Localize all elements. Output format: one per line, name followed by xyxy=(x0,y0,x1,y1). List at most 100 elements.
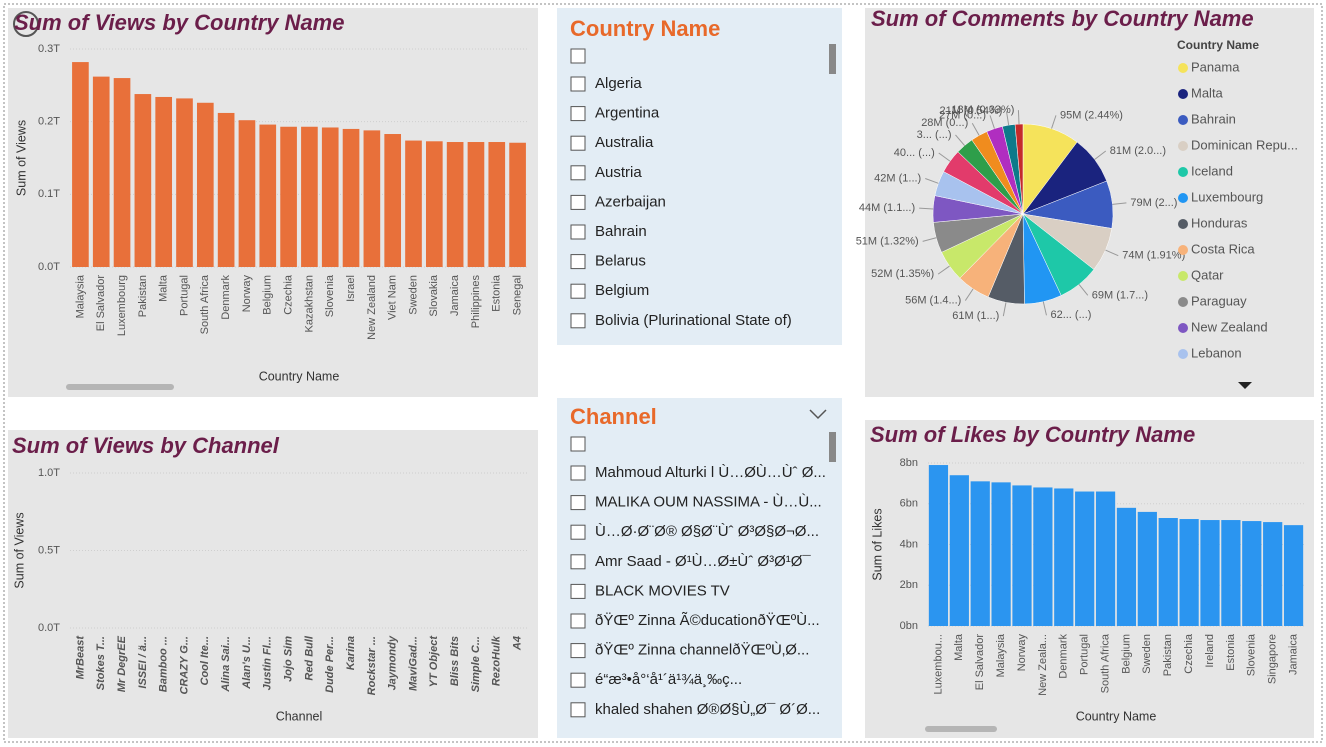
checkbox[interactable] xyxy=(570,436,586,452)
slicer-item[interactable]: Amr Saad - Ø¹Ù…Ø±Ùˆ Ø³Ø¹Ø¯ xyxy=(595,553,811,570)
slicer-item[interactable]: khaled shahen Ø®Ø§Ù„Ø¯ Ø´Ø... xyxy=(595,701,820,718)
legend-label[interactable]: Panama xyxy=(1191,59,1240,74)
slicer-item[interactable]: Argentina xyxy=(595,105,660,122)
x-tick-label: Luxembou... xyxy=(932,634,944,695)
x-tick-label: Estonia xyxy=(491,274,503,312)
legend-label[interactable]: Iceland xyxy=(1191,163,1233,178)
legend-label[interactable]: Malta xyxy=(1191,85,1224,100)
data-label: 81M (2.0...) xyxy=(1110,145,1166,157)
checkbox[interactable] xyxy=(570,194,586,210)
legend-label[interactable]: Dominican Repu... xyxy=(1191,137,1298,152)
checkbox[interactable] xyxy=(570,283,586,299)
slicer-item[interactable]: é“æ³•å°‘å¹´ä¹¾ä¸‰ç... xyxy=(595,671,742,688)
checkbox[interactable] xyxy=(570,224,586,240)
data-label: 52M (1.35%) xyxy=(871,268,934,280)
bar xyxy=(928,465,949,626)
legend-swatch xyxy=(1178,245,1188,255)
slicer-title: Country Name xyxy=(570,16,720,41)
slicer-item[interactable]: ðŸŒº Zinna channelðŸŒºÙ‚Ø... xyxy=(595,642,809,659)
x-tick-label: Slovenia xyxy=(1246,633,1258,676)
slicer-item[interactable]: Austria xyxy=(595,164,642,181)
checkbox[interactable] xyxy=(570,702,586,718)
checkbox[interactable] xyxy=(570,165,586,181)
legend-label[interactable]: Luxembourg xyxy=(1191,189,1263,204)
x-tick-label: Luxembourg xyxy=(116,275,128,336)
legend-label[interactable]: Honduras xyxy=(1191,215,1248,230)
x-tick-label: Portugal xyxy=(1079,634,1091,675)
checkbox[interactable] xyxy=(570,106,586,122)
x-tick-label: Belgium xyxy=(262,275,274,315)
focus-icon[interactable] xyxy=(13,11,39,37)
slicer-item[interactable]: Belarus xyxy=(595,253,646,270)
legend-more[interactable] xyxy=(1238,382,1252,389)
x-tick-label: New Zealand xyxy=(366,275,378,340)
slicer-item[interactable]: Mahmoud Alturki l Ù…ØÙ…Ùˆ Ø... xyxy=(595,464,826,481)
slicer-item[interactable]: ðŸŒº Zinna Ã©ducationðŸŒºÙ... xyxy=(595,612,820,629)
y-tick-label: 0.3T xyxy=(38,43,60,55)
slicer-item[interactable]: Australia xyxy=(595,134,654,151)
checkbox[interactable] xyxy=(570,613,586,629)
scrollbar[interactable] xyxy=(925,726,997,732)
slicer-item[interactable]: Algeria xyxy=(595,75,642,92)
y-tick-label: 0.1T xyxy=(38,188,60,200)
checkbox[interactable] xyxy=(570,48,586,64)
x-tick-label: Jamaica xyxy=(449,274,461,316)
y-tick-label: 8bn xyxy=(900,457,918,469)
data-label: 42M (1...) xyxy=(874,172,921,184)
legend-label[interactable]: New Zealand xyxy=(1191,319,1268,334)
x-tick-label: Slovakia xyxy=(428,274,440,316)
legend-label[interactable]: Bahrain xyxy=(1191,111,1236,126)
bar xyxy=(280,126,297,268)
slicer-item[interactable]: MALIKA OUM NASSIMA - Ù…Ù... xyxy=(595,494,822,511)
x-tick-label: Malta xyxy=(953,633,965,661)
x-tick-label: Dude Per... xyxy=(324,636,336,693)
x-tick-label: MaviGad... xyxy=(407,636,419,691)
checkbox[interactable] xyxy=(570,643,586,659)
checkbox[interactable] xyxy=(570,465,586,481)
checkbox[interactable] xyxy=(570,583,586,599)
checkbox[interactable] xyxy=(570,254,586,270)
legend-label[interactable]: Paraguay xyxy=(1191,293,1247,308)
scrollbar[interactable] xyxy=(66,384,174,390)
slicer-item[interactable]: Azerbaijan xyxy=(595,193,666,210)
checkbox[interactable] xyxy=(570,76,586,92)
scrollbar[interactable] xyxy=(829,44,836,74)
checkbox[interactable] xyxy=(570,672,586,688)
x-tick-label: Jamaica xyxy=(1287,633,1299,675)
data-label: 62... (...) xyxy=(1050,309,1091,321)
bar xyxy=(1158,518,1178,626)
x-tick-label: Cool Ite... xyxy=(199,636,211,686)
legend-label[interactable]: Lebanon xyxy=(1191,345,1242,360)
checkbox[interactable] xyxy=(570,135,586,151)
slicer-item[interactable]: Bolivia (Plurinational State of) xyxy=(595,312,792,329)
bar xyxy=(467,142,485,267)
y-tick-label: 2bn xyxy=(900,579,918,591)
slicer-item[interactable]: Bahrain xyxy=(595,223,647,240)
dropdown-chevron[interactable] xyxy=(809,409,827,420)
data-label: 69M (1.7...) xyxy=(1092,289,1148,301)
checkbox[interactable] xyxy=(570,495,586,511)
checkbox[interactable] xyxy=(570,524,586,540)
checkbox[interactable] xyxy=(570,554,586,570)
legend-swatch xyxy=(1178,193,1188,203)
x-tick-label: Belgium xyxy=(1120,634,1132,674)
slicer-item[interactable]: Belgium xyxy=(595,282,649,299)
chart-title: Sum of Views by Country Name xyxy=(14,10,344,35)
x-tick-label: Simple C... xyxy=(470,636,482,692)
x-tick-label: El Salvador xyxy=(95,275,107,332)
slicer-item[interactable]: Ù…Ø·Ø¨Ø® Ø§Ø¨Ùˆ Ø³Ø§Ø¬Ø... xyxy=(595,523,819,540)
bar xyxy=(488,142,506,267)
slicer-item[interactable]: BLACK MOVIES TV xyxy=(595,582,730,599)
scrollbar[interactable] xyxy=(829,432,836,462)
data-label: 56M (1.4...) xyxy=(905,294,961,306)
panel xyxy=(8,430,538,738)
x-tick-label: Denmark xyxy=(1058,634,1070,679)
legend-label[interactable]: Costa Rica xyxy=(1191,241,1255,256)
bar xyxy=(384,134,402,267)
data-label: 21M (0.54%) xyxy=(939,105,1002,117)
legend-label[interactable]: Qatar xyxy=(1191,267,1224,282)
chart-title: Sum of Likes by Country Name xyxy=(870,422,1195,447)
data-label: 79M (2...) xyxy=(1130,197,1177,209)
checkbox[interactable] xyxy=(570,313,586,329)
x-tick-label: South Africa xyxy=(1099,633,1111,693)
